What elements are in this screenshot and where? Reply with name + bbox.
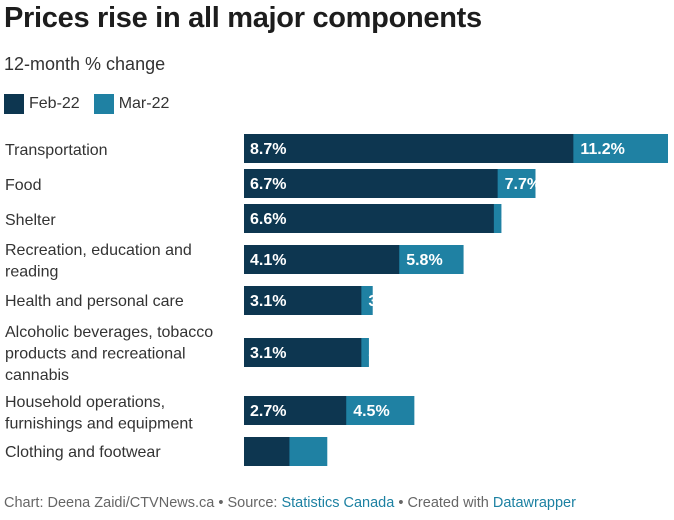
data-label-mar-22: 7.7% [505,176,541,193]
data-label-mar-22: 3.3% [368,345,404,362]
category-label-line: Transportation [5,142,108,159]
category-label-line: furnishings and equipment [5,416,193,433]
bar-feb-22 [244,204,494,233]
data-label-mar-22: 3.4% [368,293,404,310]
legend-swatch-mar [93,94,114,114]
category-label-line: Health and personal care [5,293,184,310]
bar-chart: Transportation 8.7% 11.2% Food 6.7% 7.7% Shelt… [5,134,668,466]
category-label-line: Food [5,177,41,194]
footer-source-prefix: Source: [227,495,282,511]
chart-footer: Chart: Deena Zaidi/CTVNews.ca • Source: … [4,495,576,511]
category-label-line: Alcoholic beverages, tobacco [5,324,213,341]
category-label: Transportation [5,142,108,159]
category-label-line: Clothing and footwear [5,444,161,461]
category-label-line: Shelter [5,212,56,229]
data-label-feb-22: 6.7% [250,176,286,193]
data-label-feb-22: 8.7% [250,141,286,158]
category-label: Household operations, furnishings and equ… [5,394,193,433]
data-label-feb-22: 4.1% [250,252,286,269]
chart-title: Prices rise in all major components [4,2,482,34]
data-label-mar-22: 4.5% [353,403,389,420]
category-label: Recreation, education and reading [5,242,192,281]
legend-item-feb: Feb-22 [4,94,80,114]
category-label: Clothing and footwear [5,444,161,461]
footer-separator: • [394,495,408,511]
category-label: Food [5,177,41,194]
category-label-line: reading [5,264,58,281]
legend-label-mar: Mar-22 [118,95,170,112]
data-label-feb-22: 3.1% [250,345,286,362]
data-label-feb-22: 3.1% [250,293,286,310]
category-label: Health and personal care [5,293,184,310]
legend-label-feb: Feb-22 [29,95,80,112]
data-label-mar-22: 11.2% [580,141,624,158]
data-label-feb-22: 2.7% [250,403,286,420]
footer-datawrapper-link[interactable]: Datawrapper [492,495,576,511]
data-label-feb-22: 6.6% [250,211,286,228]
category-label-line: products and recreational [5,346,186,363]
footer-created-prefix: Created with [407,495,493,511]
category-label: Alcoholic beverages, tobacco products and… [5,324,213,384]
category-label-line: cannabis [5,367,69,384]
footer-credit: Chart: Deena Zaidi/CTVNews.ca [4,495,215,511]
data-label-mar-22: 5.8% [406,252,442,269]
data-label-mar-22: 6.8% [501,211,537,228]
footer-source-link[interactable]: Statistics Canada [281,495,395,511]
footer-separator: • [214,495,228,511]
legend-item-mar: Mar-22 [93,94,170,114]
bar-feb-22 [244,338,362,367]
category-label-line: Recreation, education and [5,242,192,259]
bar-feb-22 [244,396,347,425]
legend: Feb-22 Mar-22 [4,94,183,114]
legend-swatch-feb [4,94,24,114]
bar-feb-22 [244,245,400,274]
bar-feb-22 [244,169,498,198]
category-label: Shelter [5,212,56,229]
category-label-line: Household operations, [5,394,165,411]
chart-subtitle: 12-month % change [4,54,166,74]
bar-feb-22 [244,134,574,163]
bar-feb-22 [244,437,290,466]
bar-feb-22 [244,286,362,315]
